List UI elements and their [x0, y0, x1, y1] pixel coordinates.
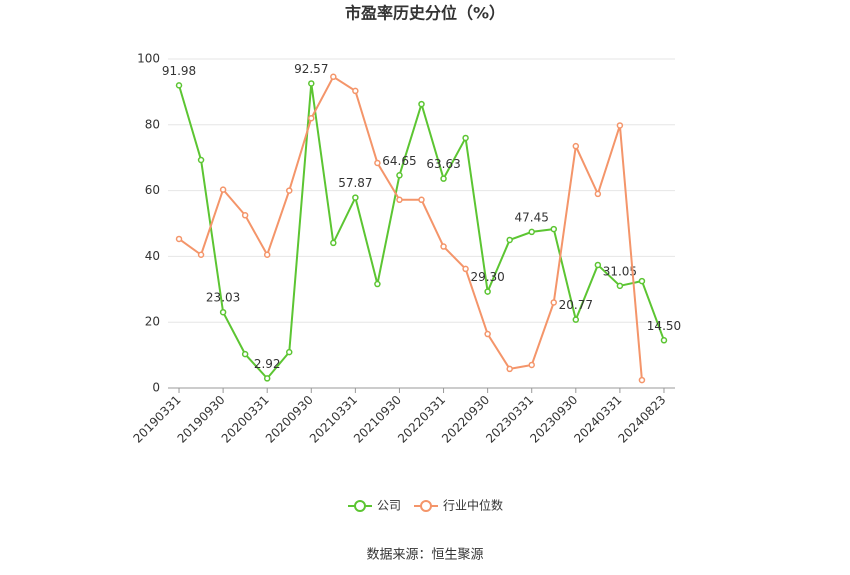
data-label: 92.57 — [294, 62, 328, 76]
point — [506, 365, 513, 373]
point — [572, 142, 580, 150]
point — [462, 134, 469, 142]
y-tick-label: 40 — [145, 249, 160, 263]
point — [263, 375, 271, 382]
point — [175, 82, 183, 89]
y-tick-label: 0 — [152, 381, 160, 395]
point — [638, 277, 646, 285]
legend-marker — [354, 500, 366, 512]
data-label: 57.87 — [338, 176, 372, 190]
legend-marker — [420, 500, 432, 512]
data-label: 29.30 — [470, 270, 504, 284]
point — [263, 251, 271, 259]
point — [330, 239, 337, 247]
point — [308, 114, 315, 122]
point — [396, 172, 403, 179]
data-label: 63.63 — [426, 157, 460, 171]
legend-label: 公司 — [377, 499, 401, 513]
point — [418, 100, 425, 108]
source: 数据来源：恒生聚源 — [366, 548, 483, 563]
point — [550, 299, 558, 306]
point — [241, 212, 249, 219]
data-label: 14.50 — [647, 319, 681, 333]
point — [418, 196, 425, 204]
y-tick-label: 100 — [137, 52, 160, 66]
series-line — [178, 75, 643, 381]
point — [462, 265, 469, 273]
point — [352, 194, 359, 201]
point — [241, 350, 249, 358]
point — [550, 225, 558, 233]
point — [330, 73, 337, 81]
y-tick-label: 80 — [145, 117, 160, 131]
data-label: 47.45 — [515, 210, 549, 224]
point — [197, 156, 205, 164]
point — [440, 175, 447, 182]
point — [285, 348, 293, 356]
point — [528, 228, 535, 236]
point — [484, 288, 491, 295]
point — [440, 243, 447, 250]
series-line — [178, 83, 665, 380]
point — [285, 187, 293, 194]
point — [396, 196, 403, 204]
legend-label: 行业中位数 — [443, 498, 503, 513]
point — [528, 361, 535, 369]
point — [660, 337, 668, 344]
point — [484, 330, 491, 338]
data-label: 23.03 — [206, 291, 240, 305]
data-label: 91.98 — [162, 64, 196, 78]
point — [308, 80, 315, 87]
point — [374, 280, 381, 288]
point — [594, 261, 602, 269]
x-tick-label: 20240823 — [615, 393, 668, 446]
data-label: 20.77 — [559, 298, 593, 312]
point — [352, 87, 359, 95]
y-tick-label: 20 — [145, 315, 160, 329]
point — [374, 159, 381, 167]
data-label: 31.05 — [603, 264, 637, 278]
point — [616, 122, 624, 129]
point — [638, 376, 646, 384]
chart-title: 市盈率历史分位（%） — [345, 4, 505, 23]
data-label: 64.65 — [382, 154, 416, 168]
point — [219, 186, 227, 193]
point — [616, 282, 624, 290]
point — [197, 251, 205, 259]
point — [572, 316, 580, 323]
point — [594, 190, 602, 198]
point — [219, 308, 227, 316]
data-label: 2.92 — [254, 357, 281, 371]
point — [175, 235, 183, 243]
point — [506, 236, 513, 244]
y-tick-label: 60 — [145, 183, 160, 197]
